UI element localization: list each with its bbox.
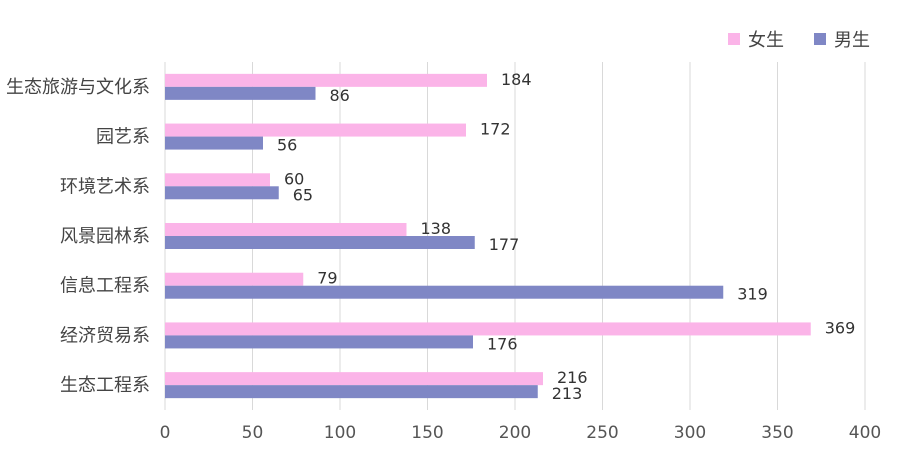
data-label: 56	[277, 136, 297, 155]
x-tick-label: 50	[242, 423, 264, 443]
category-label: 风景园林系	[60, 226, 150, 247]
x-tick-label: 400	[849, 423, 881, 443]
bar-male	[165, 285, 724, 299]
bar-male	[165, 236, 475, 249]
bar-male	[165, 385, 538, 399]
legend-item-female: 女生	[728, 26, 784, 52]
data-label: 65	[293, 185, 313, 204]
legend-item-male: 男生	[814, 26, 870, 52]
legend-swatch-male	[814, 33, 826, 45]
legend: 女生 男生	[728, 26, 870, 52]
data-label: 216	[557, 368, 588, 387]
data-label: 138	[421, 219, 452, 238]
data-label: 369	[825, 318, 856, 337]
legend-label-male: 男生	[834, 30, 870, 51]
data-label: 79	[317, 269, 337, 288]
category-label: 生态工程系	[60, 375, 150, 396]
bar-female	[165, 372, 543, 386]
x-tick-label: 300	[674, 423, 706, 443]
data-label: 60	[284, 169, 304, 188]
data-label: 176	[487, 334, 518, 353]
data-label: 319	[737, 285, 768, 304]
category-label: 环境艺术系	[60, 176, 150, 197]
data-label: 172	[480, 120, 511, 139]
category-label: 园艺系	[96, 127, 150, 148]
x-tick-label: 200	[499, 423, 531, 443]
bar-female	[165, 73, 487, 87]
category-label: 生态旅游与文化系	[6, 77, 150, 98]
data-label: 213	[552, 384, 583, 403]
bar-male	[165, 335, 473, 349]
bar-female	[165, 322, 811, 336]
bar-male	[165, 136, 263, 150]
category-label: 信息工程系	[60, 276, 150, 297]
data-label: 184	[501, 70, 532, 89]
bar-female	[165, 123, 466, 137]
legend-label-female: 女生	[748, 30, 784, 51]
x-tick-label: 350	[761, 423, 793, 443]
x-tick-label: 0	[160, 423, 171, 443]
x-tick-label: 150	[411, 423, 443, 443]
bar-male	[165, 86, 316, 100]
bar-female	[165, 223, 407, 236]
data-label: 177	[489, 235, 520, 254]
x-tick-label: 250	[586, 423, 618, 443]
data-label: 86	[330, 86, 350, 105]
bar-female	[165, 272, 304, 286]
x-tick-label: 100	[324, 423, 356, 443]
bar-male	[165, 186, 279, 200]
category-label: 经济贸易系	[60, 325, 150, 346]
legend-swatch-female	[728, 33, 740, 45]
bar-female	[165, 173, 270, 187]
